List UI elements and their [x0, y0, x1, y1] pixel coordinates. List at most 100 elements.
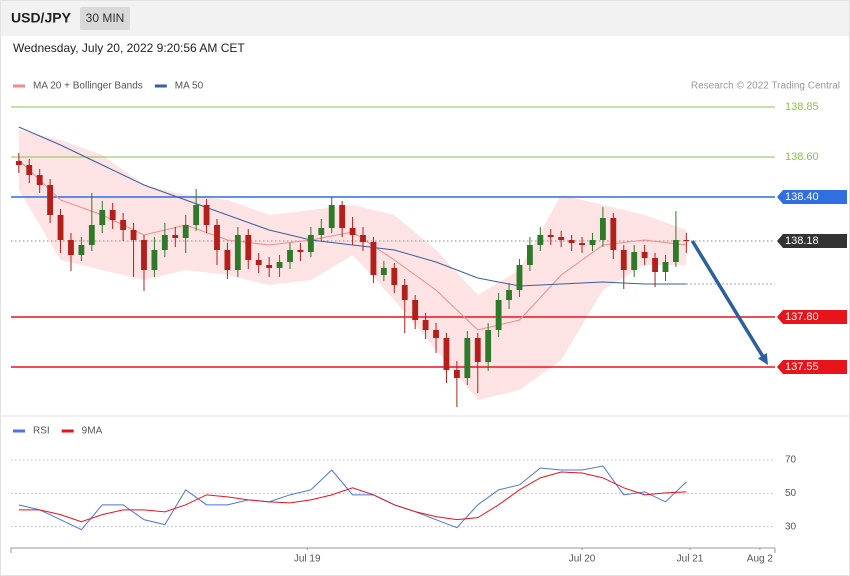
candle-body: [214, 225, 220, 250]
candle-body: [245, 235, 252, 260]
candle-body: [526, 245, 533, 265]
candle-body: [120, 220, 127, 230]
level-label: 138.85: [785, 101, 819, 113]
candle-body: [464, 338, 471, 378]
candle-body: [380, 268, 387, 275]
candle-body: [151, 250, 158, 270]
candle-body: [547, 235, 554, 237]
candle-body: [620, 250, 627, 270]
level-tag: [777, 360, 847, 374]
candle-body: [652, 258, 658, 272]
forecast-arrow: [690, 240, 767, 361]
timeframe: 30 MIN: [86, 11, 125, 25]
candle-body: [537, 235, 544, 245]
legend-swatch: [13, 84, 25, 88]
candle-body: [589, 240, 596, 245]
candle-body: [328, 205, 335, 228]
candle-body: [57, 215, 64, 240]
series-line: [18, 471, 687, 523]
candle-body: [297, 250, 304, 252]
chart-title: USD/JPY: [11, 10, 72, 26]
candle-body: [234, 235, 241, 270]
candle-body: [287, 250, 293, 262]
candle-body: [401, 285, 408, 300]
candle-body: [672, 240, 679, 262]
candle-body: [412, 300, 419, 320]
candle-body: [78, 245, 85, 255]
candle-body: [495, 300, 502, 330]
main-layer: MA 20 + Bollinger Bands MA 50 138.85 138.60…: [10, 81, 847, 565]
level-tag: [777, 234, 847, 248]
legend-label: RSI: [33, 426, 50, 437]
level-label: 138.40: [785, 191, 819, 203]
candle-body: [641, 252, 648, 258]
y-tick-label: 30: [785, 521, 797, 532]
forecast-arrow-head: [757, 353, 768, 365]
candle-body: [182, 225, 189, 238]
level-tag: [777, 310, 847, 324]
candle-body: [579, 243, 585, 245]
candle-body: [161, 235, 168, 250]
candle-body: [349, 228, 356, 235]
legend-swatch: [154, 84, 167, 88]
candle-body: [370, 242, 377, 275]
candle-body: [193, 205, 200, 225]
candle-body: [99, 210, 106, 225]
candle-body: [36, 175, 43, 185]
level-label: 137.80: [785, 311, 819, 323]
legend-swatch: [61, 429, 74, 433]
candle-body: [610, 218, 617, 250]
candle-body: [422, 320, 429, 330]
candle-body: [506, 290, 512, 300]
candle-body: [47, 185, 54, 215]
legend-label: MA 20 + Bollinger Bands: [33, 81, 143, 92]
x-tick-label: Jul 20: [569, 554, 596, 565]
subtitle: Wednesday, July 20, 2022 9:20:56 AM CET: [13, 41, 245, 55]
level-label: 137.55: [785, 361, 819, 373]
candle-body: [255, 260, 262, 265]
candle-body: [339, 205, 346, 228]
candle-body: [453, 370, 460, 378]
candle-body: [599, 218, 606, 240]
candle-body: [631, 252, 638, 270]
candle-body: [203, 205, 210, 225]
x-tick-label: Aug 2: [747, 554, 774, 565]
candle-body: [360, 235, 366, 242]
timeframe-box: [80, 7, 130, 30]
legend-label: MA 50: [175, 81, 204, 92]
legend-swatch: [13, 429, 25, 433]
x-tick-label: Jul 19: [294, 554, 321, 565]
candle-body: [276, 262, 283, 268]
candle-body: [109, 210, 116, 220]
candle-body: [88, 225, 95, 245]
candle-body: [318, 228, 325, 235]
candle-body: [568, 240, 575, 243]
y-tick-label: 50: [785, 488, 797, 499]
candle-body: [141, 240, 147, 270]
candle-body: [683, 240, 690, 241]
candle-body: [474, 338, 481, 362]
candle-body: [15, 161, 22, 165]
header-bar: [1, 1, 849, 36]
candle-body: [443, 338, 450, 370]
candle-body: [307, 235, 314, 252]
candle-body: [68, 240, 74, 255]
candle-body: [130, 230, 137, 240]
credit: Research © 2022 Trading Central: [691, 81, 840, 92]
candle-body: [391, 268, 398, 285]
candle-body: [266, 265, 273, 268]
candle-body: [433, 330, 439, 338]
level-label: 138.60: [785, 151, 819, 163]
y-tick-label: 70: [785, 455, 797, 466]
legend-label: 9MA: [82, 426, 103, 437]
level-tag: [777, 190, 847, 204]
candle-body: [26, 165, 33, 175]
candle-body: [172, 235, 179, 238]
x-tick-label: Jul 21: [677, 554, 704, 565]
candle-body: [516, 265, 523, 290]
level-label: 138.18: [785, 235, 819, 247]
candle-body: [485, 330, 492, 362]
candle-body: [662, 262, 669, 272]
